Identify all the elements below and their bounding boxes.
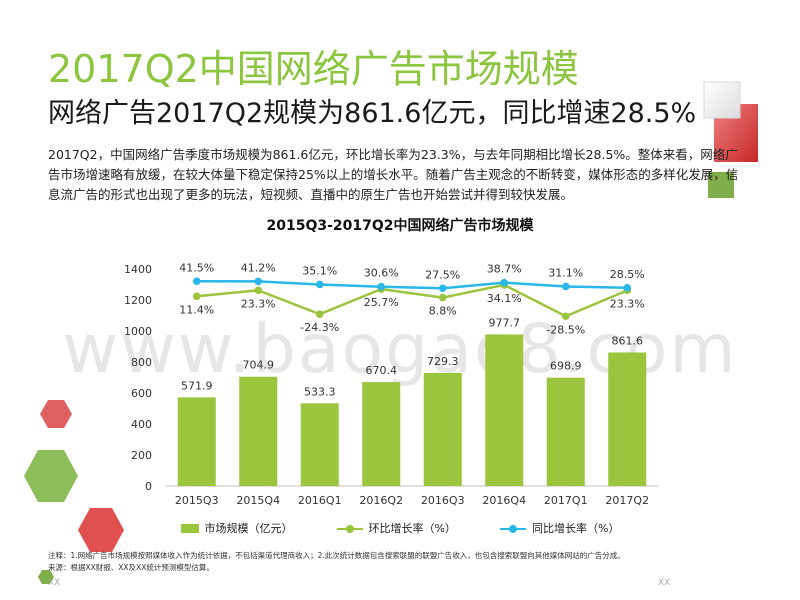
qoq-growth-point — [561, 312, 570, 321]
yoy-growth-point — [192, 277, 201, 286]
legend-label-qoq: 环比增长率（%） — [368, 522, 456, 535]
bar — [300, 403, 339, 486]
note-line-1: 注释：1.网络广告市场规模按照媒体收入作为统计依据，不包括渠道代理商收入；2.此… — [48, 551, 625, 560]
chart-title: 2015Q3-2017Q2中国网络广告市场规模 — [266, 218, 534, 234]
legend-qoq-swatch — [336, 524, 363, 533]
bar — [239, 376, 278, 486]
y-tick-label: 400 — [131, 418, 152, 431]
yoy-growth-point — [377, 282, 386, 291]
qoq-growth-line — [196, 283, 628, 318]
y-tick-label: 1000 — [124, 325, 152, 338]
legend-item-qoq: 环比增长率（%） — [336, 520, 456, 536]
y-tick-label: 0 — [145, 480, 152, 493]
bar-value-label: 861.6 — [612, 334, 644, 347]
qoq-growth-label: 11.4% — [179, 303, 214, 316]
x-tick-label: 2016Q4 — [482, 494, 526, 507]
legend-bar-swatch — [180, 523, 199, 533]
qoq-growth-point — [438, 293, 447, 302]
footer-right: XX — [658, 578, 671, 588]
bar-value-label: 729.3 — [427, 355, 459, 368]
legend-item-yoy: 同比增长率（%） — [500, 520, 619, 536]
bar-value-label: 670.4 — [366, 364, 398, 377]
yoy-growth-label: 31.1% — [548, 266, 583, 279]
x-tick-label: 2015Q3 — [175, 494, 219, 507]
yoy-growth-label: 30.6% — [364, 267, 399, 280]
footer-left: XX — [48, 578, 61, 588]
qoq-growth-label: 34.1% — [487, 292, 522, 305]
yoy-growth-label: 41.5% — [179, 261, 214, 274]
x-tick-label: 2016Q1 — [298, 494, 342, 507]
yoy-growth-label: 35.1% — [302, 264, 337, 277]
page-title: 2017Q2中国网络广告市场规模 — [48, 47, 579, 91]
green-hexagon-shape — [24, 450, 78, 502]
qoq-growth-label: 23.3% — [241, 297, 276, 310]
bar-value-label: 533.3 — [304, 385, 336, 398]
y-tick-label: 800 — [131, 356, 152, 369]
yoy-growth-label: 27.5% — [425, 268, 460, 281]
yoy-growth-point — [561, 282, 570, 291]
qoq-growth-label: 8.8% — [429, 305, 457, 318]
x-tick-label: 2017Q2 — [605, 494, 649, 507]
bar-value-label: 704.9 — [243, 359, 275, 372]
x-tick-label: 2015Q4 — [236, 494, 280, 507]
bar — [423, 372, 462, 486]
yoy-growth-label: 28.5% — [610, 268, 645, 281]
summary-paragraph: 2017Q2，中国网络广告季度市场规模为861.6亿元，环比增长率为23.3%，… — [48, 147, 739, 202]
bar — [608, 352, 647, 486]
chart-legend: 市场规模（亿元） 环比增长率（%） 同比增长率（%） — [0, 520, 800, 536]
y-tick-label: 1200 — [124, 294, 152, 307]
yoy-growth-point — [623, 283, 632, 292]
x-tick-label: 2016Q2 — [359, 494, 403, 507]
y-tick-label: 600 — [131, 387, 152, 400]
yoy-growth-point — [315, 280, 324, 289]
yoy-growth-point — [438, 284, 447, 293]
yoy-growth-label: 38.7% — [487, 263, 522, 276]
page-subtitle: 网络广告2017Q2规模为861.6亿元，同比增速28.5% — [48, 98, 697, 129]
legend-yoy-swatch — [500, 524, 526, 533]
yoy-growth-point — [254, 277, 263, 286]
yoy-growth-point — [500, 278, 509, 287]
bar-value-label: 698.9 — [550, 360, 582, 373]
x-tick-label: 2016Q3 — [421, 494, 465, 507]
green-square-shape — [708, 172, 734, 198]
bar — [362, 382, 401, 486]
yoy-growth-line — [196, 280, 628, 290]
legend-item-market-size: 市场规模（亿元） — [180, 520, 293, 536]
qoq-growth-point — [254, 286, 263, 295]
yoy-growth-label: 41.2% — [241, 261, 276, 274]
white-square-shape — [703, 81, 741, 119]
decorative-hexagons — [24, 400, 124, 584]
y-tick-label: 1400 — [124, 263, 152, 276]
legend-label-yoy: 同比增长率（%） — [532, 522, 620, 535]
note-line-2: 来源：根据XX财报、XX及XX统计预测模型估算。 — [48, 563, 214, 572]
qoq-growth-label: -24.3% — [300, 321, 339, 334]
qoq-growth-label: 25.7% — [364, 296, 399, 309]
decorative-squares — [703, 81, 758, 198]
y-tick-label: 200 — [131, 449, 152, 462]
chart-notes: 注释：1.网络广告市场规模按照媒体收入作为统计依据，不包括渠道代理商收入；2.此… — [48, 550, 768, 574]
bar-value-label: 571.9 — [181, 379, 213, 392]
qoq-growth-point — [315, 310, 324, 318]
x-tick-label: 2017Q1 — [544, 494, 588, 507]
qoq-growth-label: -28.5% — [546, 323, 585, 336]
red-hexagon-bottom-shape — [78, 508, 124, 552]
red-hexagon-shape — [40, 400, 72, 428]
bar — [485, 334, 524, 486]
qoq-growth-point — [192, 292, 201, 301]
qoq-growth-label: 23.3% — [610, 297, 645, 310]
bar-value-label: 977.7 — [489, 316, 521, 329]
legend-label-market-size: 市场规模（亿元） — [204, 522, 293, 535]
bar — [546, 377, 585, 486]
bar — [177, 397, 216, 486]
small-green-hexagon-shape — [38, 570, 54, 584]
